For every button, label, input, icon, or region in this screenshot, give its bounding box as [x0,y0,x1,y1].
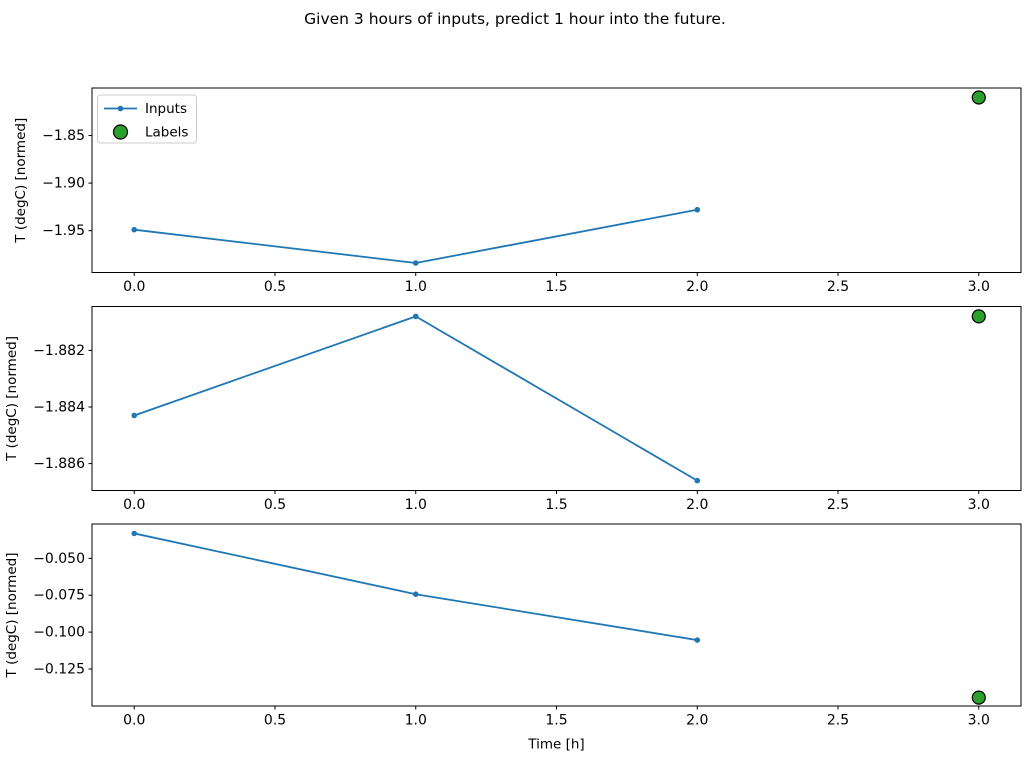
x-tick-label: 3.0 [968,713,990,729]
labels-marker [971,90,986,105]
x-tick-label: 0.0 [123,713,145,729]
x-tick-label: 0.0 [123,279,145,295]
inputs-marker [131,412,138,419]
x-tick-label: 0.5 [264,279,286,295]
x-tick-label: 0.5 [264,497,286,513]
y-tick-label: −0.050 [33,551,85,567]
figure-title: Given 3 hours of inputs, predict 1 hour … [304,10,726,28]
y-tick-label: −1.90 [42,176,85,192]
x-tick-label: 2.0 [686,279,708,295]
y-axis-label: T (degC) [normed] [4,336,20,462]
subplot-3: −0.050 −0.075 −0.100 −0.125 0.0 0.5 1.0 1.5 2.0 2… [4,523,1022,729]
axes-frame [91,87,1022,273]
legend-inputs-label: Inputs [145,101,187,117]
labels-marker [971,309,986,324]
y-tick-label: −1.884 [33,399,85,415]
x-tick-label: 2.5 [827,497,849,513]
inputs-marker [412,591,419,598]
x-tick-label: 1.5 [545,713,567,729]
y-tick-label: −1.95 [42,223,85,239]
subplot-2: −1.882 −1.884 −1.886 0.0 0.5 1.0 1.5 2.0 2.5 3.0 T… [4,306,1022,513]
x-tick-label: 1.0 [405,713,427,729]
x-tick-label: 0.0 [123,497,145,513]
inputs-marker [131,226,138,233]
inputs-line [134,532,698,641]
inputs-marker [694,206,701,213]
x-tick-label: 3.0 [968,497,990,513]
labels-marker [971,690,986,705]
inputs-marker [694,477,701,484]
legend-inputs-marker-sample [117,105,124,112]
y-axis-label: T (degC) [normed] [13,118,29,244]
y-tick-label: −1.85 [42,128,85,144]
y-tick-label: −1.882 [33,343,85,359]
inputs-line [133,315,698,482]
legend: Inputs Labels [97,94,197,144]
y-tick-label: −1.886 [33,456,85,472]
y-tick-label: −0.100 [33,625,85,641]
x-tick-label: 1.5 [545,497,567,513]
x-tick-label: 0.5 [264,713,286,729]
x-tick-label: 2.5 [827,713,849,729]
x-tick-label: 2.0 [686,497,708,513]
inputs-line [134,208,698,264]
legend-labels-marker-sample [112,124,129,140]
x-axis-label: Time [h] [527,737,584,753]
inputs-marker [412,313,419,320]
x-tick-label: 1.0 [405,279,427,295]
y-tick-label: −0.125 [33,661,85,677]
x-tick-label: 2.0 [686,713,708,729]
y-tick-label: −0.075 [33,588,85,604]
x-tick-label: 1.5 [545,279,567,295]
subplot-1: −1.85 −1.90 −1.95 0.0 0.5 1.0 1.5 2.0 2.5 3.0 T (d… [13,87,1022,295]
inputs-marker [694,637,701,643]
legend-labels-label: Labels [145,125,188,141]
x-tick-label: 2.5 [827,279,849,295]
x-tick-label: 1.0 [405,497,427,513]
x-tick-label: 3.0 [968,279,990,295]
axes-frame [91,523,1022,707]
y-axis-label: T (degC) [normed] [4,553,20,679]
inputs-marker [412,260,419,266]
inputs-marker [131,530,138,537]
